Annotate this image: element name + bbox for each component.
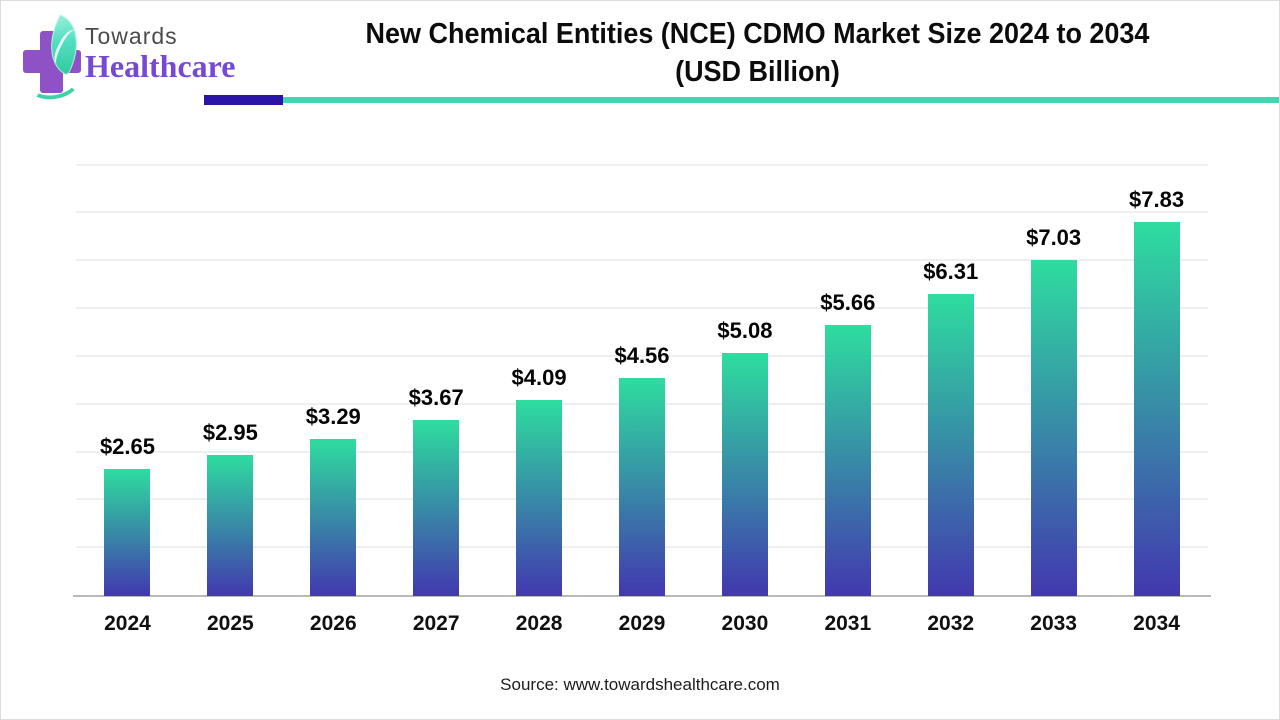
gridline [76,259,1208,262]
x-label-2029: 2029 [618,612,666,635]
value-label-2029: $4.56 [614,342,670,368]
x-label-2024: 2024 [104,612,151,635]
gridline [76,163,1208,166]
chart-area: $2.65 2024 $2.95 2025 $3.29 2026 $3.67 2027 $4.0… [73,156,1211,635]
x-label-2026: 2026 [309,612,357,635]
gridline [76,354,1208,357]
value-label-2027: $3.67 [408,385,464,411]
brand-name-towards: Towards [85,23,178,49]
bar-2033 [1030,259,1077,596]
value-label-2024: $2.65 [99,434,155,460]
value-label-2026: $3.29 [305,403,361,429]
x-label-2025: 2025 [207,612,254,635]
x-label-2028: 2028 [515,612,563,635]
source-text: Source: www.towardshealthcare.com [500,675,780,694]
bar-2029 [619,377,665,596]
bar-2032 [927,294,974,596]
gridline [76,211,1208,214]
brand-name-healthcare: Healthcare [85,48,236,84]
x-axis-line [73,595,1211,597]
x-label-2032: 2032 [927,612,975,635]
bar-2031 [824,325,871,596]
divider-purple-segment [204,95,283,105]
x-label-2027: 2027 [412,612,460,635]
value-label-2031: $5.66 [820,290,876,316]
value-label-2032: $6.31 [923,259,979,285]
bar-2025 [207,454,254,596]
bar-2028 [516,400,563,596]
value-label-2028: $4.09 [511,365,567,391]
chart-title: New Chemical Entities (NCE) CDMO Market … [286,15,1228,91]
bar-2027 [413,420,460,596]
divider-teal-line [283,97,1279,103]
value-label-2030: $5.08 [717,318,773,344]
x-label-2034: 2034 [1133,612,1180,635]
bar-2024 [104,469,151,596]
brand-text: Towards Healthcare [85,23,235,85]
value-label-2033: $7.03 [1026,224,1082,250]
x-label-2031: 2031 [824,612,872,635]
bar-2034 [1133,221,1180,596]
towards-healthcare-logo: Towards Healthcare [21,14,261,104]
chart-title-line2: (USD Billion) [675,56,840,88]
bar-2030 [721,353,768,596]
x-label-2033: 2033 [1030,612,1077,635]
value-label-2025: $2.95 [202,419,258,445]
chart-title-line1: New Chemical Entities (NCE) CDMO Market … [365,18,1150,50]
bar-2026 [310,438,357,596]
x-label-2030: 2030 [721,612,769,635]
gridline [76,307,1208,310]
value-label-2034: $7.83 [1129,186,1185,212]
